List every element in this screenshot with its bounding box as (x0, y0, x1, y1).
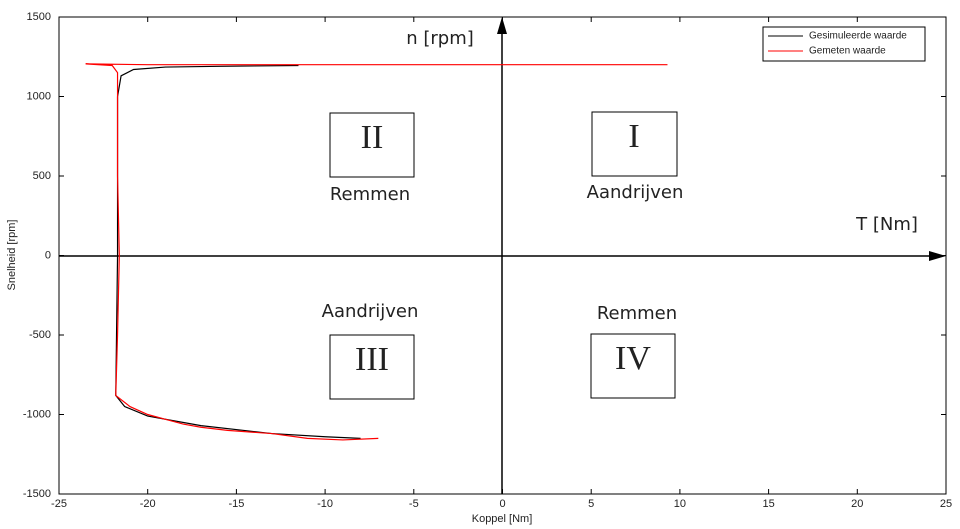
y-tick-label: -1000 (23, 408, 51, 420)
annotation: II (361, 119, 384, 156)
annotation: IV (615, 340, 651, 377)
x-tick-label: 20 (851, 498, 863, 510)
legend-label: Gesimuleerde waarde (809, 31, 907, 42)
quadrant-box (591, 111, 678, 177)
x-tick-label: -20 (140, 498, 156, 510)
quadrant-box (590, 333, 676, 399)
arrow-head (929, 251, 946, 261)
x-tick-label: -10 (317, 498, 333, 510)
x-tick-label: -15 (228, 498, 244, 510)
legend-label: Gemeten waarde (809, 46, 886, 57)
x-tick-label: 15 (762, 498, 774, 510)
y-tick-label: -1500 (23, 488, 51, 500)
annotation: Remmen (597, 303, 677, 324)
quadrant-box (329, 334, 415, 400)
x-tick-label: -25 (51, 498, 67, 510)
y-axis-label: Snelheid [rpm] (6, 220, 18, 291)
y-tick-label: 500 (33, 170, 51, 182)
x-tick-label: -5 (409, 498, 419, 510)
annotation: Remmen (330, 184, 410, 205)
arrow-head (497, 17, 507, 34)
annotation: Aandrijven (587, 182, 684, 203)
x-tick-label: 0 (499, 498, 505, 510)
annotation: III (355, 341, 389, 378)
y-tick-label: -500 (29, 329, 51, 341)
annotation: I (628, 118, 639, 155)
annotation: T [Nm] (855, 214, 918, 235)
x-tick-label: 25 (940, 498, 952, 510)
x-tick-label: 5 (588, 498, 594, 510)
annotation: Aandrijven (322, 301, 419, 322)
x-axis-label: Koppel [Nm] (472, 513, 533, 525)
quadrant-box (329, 112, 415, 178)
y-tick-label: 1500 (27, 11, 51, 23)
y-tick-label: 0 (45, 249, 51, 261)
legend (762, 26, 926, 62)
y-tick-label: 1000 (27, 90, 51, 102)
data-line (85, 63, 668, 441)
x-tick-label: 10 (674, 498, 686, 510)
annotation: n [rpm] (406, 28, 474, 49)
